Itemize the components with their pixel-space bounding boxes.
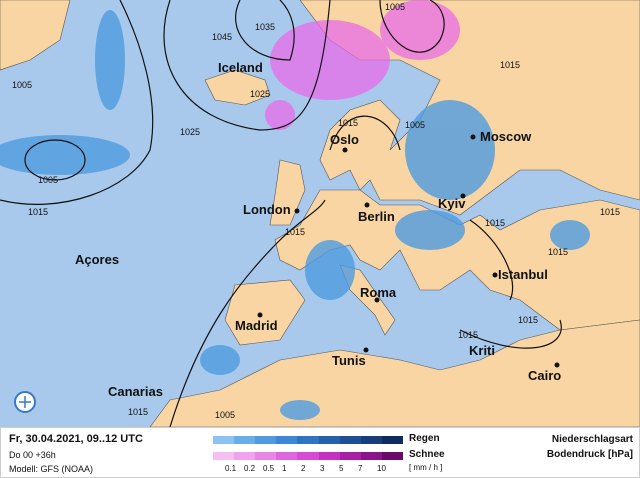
city-kriti: Kriti — [469, 343, 495, 358]
city-roma: Roma — [360, 285, 397, 300]
snow-color-step — [339, 452, 361, 460]
city-london: London — [243, 202, 291, 217]
rain-color-step — [255, 436, 277, 444]
svg-text:1015: 1015 — [518, 315, 538, 325]
snow-color-step — [276, 452, 298, 460]
scale-tick: 3 — [320, 464, 325, 473]
rain-scale — [213, 436, 403, 444]
svg-text:1015: 1015 — [485, 218, 505, 228]
model-info: Modell: GFS (NOAA) — [9, 464, 94, 474]
city-istanbul: Istanbul — [498, 267, 548, 282]
scale-tick: 0.1 — [225, 464, 237, 473]
city-iceland: Iceland — [218, 60, 263, 75]
svg-text:1005: 1005 — [12, 80, 32, 90]
rain-color-step — [297, 436, 319, 444]
datetime: Fr, 30.04.2021, 09..12 UTC — [9, 433, 143, 445]
title-precip-type: Niederschlagsart — [551, 434, 633, 445]
svg-text:1045: 1045 — [212, 32, 232, 42]
snow-label: Schnee — [409, 449, 445, 460]
rain-color-step — [234, 436, 256, 444]
scale-tick: 1 — [282, 464, 287, 473]
svg-text:1005: 1005 — [385, 2, 405, 12]
scale-tick: 2 — [301, 464, 306, 473]
rain-color-step — [339, 436, 361, 444]
scale-tick: 0.2 — [244, 464, 256, 473]
rain-color-step — [276, 436, 298, 444]
snow-color-step — [297, 452, 319, 460]
city-tunis: Tunis — [332, 353, 366, 368]
snow-color-step — [255, 452, 277, 460]
svg-text:1015: 1015 — [500, 60, 520, 70]
rain-color-step — [381, 436, 403, 444]
svg-text:1025: 1025 — [180, 127, 200, 137]
rain-color-step — [360, 436, 382, 444]
svg-text:1015: 1015 — [338, 118, 358, 128]
weather-map: 1005 1035 1045 1005 1025 1025 1005 1015 … — [0, 0, 640, 427]
svg-text:1015: 1015 — [285, 227, 305, 237]
svg-text:1025: 1025 — [250, 89, 270, 99]
city-madrid: Madrid — [235, 318, 278, 333]
rain-label: Regen — [409, 433, 440, 444]
city-markers — [257, 134, 560, 368]
scale-tick: 10 — [377, 464, 386, 473]
city-oslo: Oslo — [330, 132, 359, 147]
svg-text:1015: 1015 — [458, 330, 478, 340]
city-acores: Açores — [75, 252, 119, 267]
svg-text:1015: 1015 — [28, 207, 48, 217]
run-info: Do 00 +36h — [9, 450, 56, 460]
snow-color-step — [213, 452, 235, 460]
city-canarias: Canarias — [108, 384, 163, 399]
snow-color-step — [360, 452, 382, 460]
logo-icon — [14, 391, 36, 413]
snow-color-step — [381, 452, 403, 460]
city-berlin: Berlin — [358, 209, 395, 224]
legend-footer: Fr, 30.04.2021, 09..12 UTC Do 00 +36h Mo… — [0, 427, 640, 478]
svg-text:1015: 1015 — [600, 207, 620, 217]
scale-tick: 0.5 — [263, 464, 275, 473]
isobar-labels: 1005 1035 1045 1005 1025 1025 1005 1015 … — [12, 2, 620, 420]
city-moscow: Moscow — [480, 129, 532, 144]
svg-text:1005: 1005 — [215, 410, 235, 420]
scale-tick: 5 — [339, 464, 344, 473]
rain-areas — [0, 10, 590, 420]
svg-text:1005: 1005 — [405, 120, 425, 130]
unit-label: [ mm / h ] — [409, 463, 443, 472]
svg-text:1005: 1005 — [38, 175, 58, 185]
scale-tick: 7 — [358, 464, 363, 473]
title-pressure: Bodendruck [hPa] — [546, 449, 633, 460]
svg-text:1015: 1015 — [548, 247, 568, 257]
isobars — [0, 0, 562, 427]
rain-color-step — [213, 436, 235, 444]
rain-color-step — [318, 436, 340, 444]
svg-text:1035: 1035 — [255, 22, 275, 32]
snow-color-step — [318, 452, 340, 460]
city-cairo: Cairo — [528, 368, 561, 383]
snow-color-step — [234, 452, 256, 460]
svg-text:1015: 1015 — [128, 407, 148, 417]
city-labels: Iceland Oslo Moscow London Berlin Kyiv A… — [75, 60, 561, 399]
city-kyiv: Kyiv — [438, 196, 466, 211]
snow-scale — [213, 452, 403, 460]
